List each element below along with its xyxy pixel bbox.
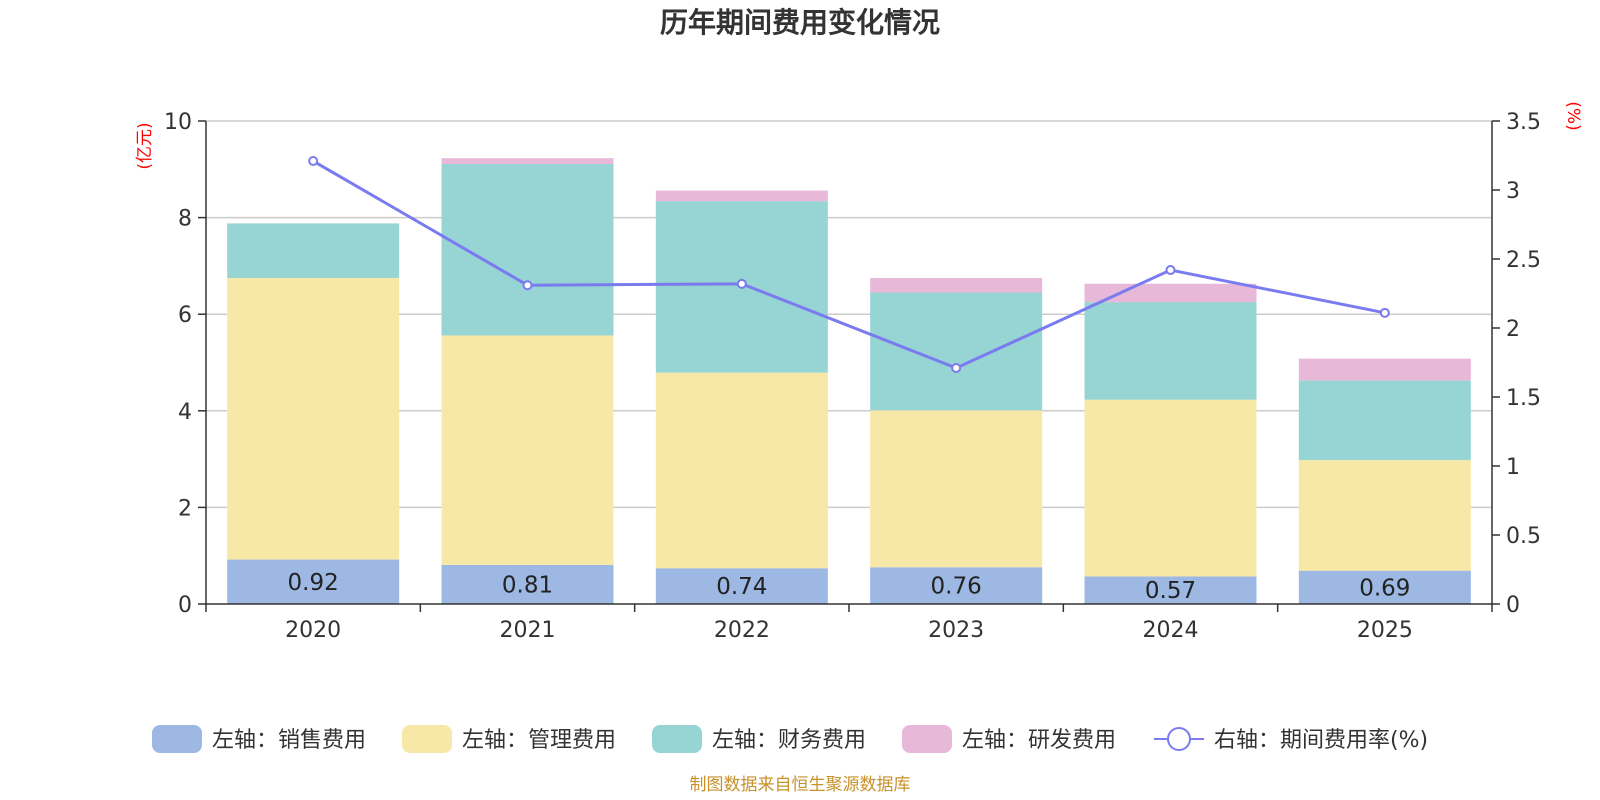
rate-line-point xyxy=(736,278,747,289)
rate-line-point xyxy=(951,363,962,374)
bar-segment xyxy=(227,559,400,604)
x-tick-label: 2022 xyxy=(714,618,770,643)
rate-line-point xyxy=(308,156,319,167)
bar-segment xyxy=(870,292,1043,411)
right-tick-label: 0.5 xyxy=(1506,524,1541,549)
bar-segment xyxy=(1298,460,1471,571)
legend-swatch xyxy=(652,725,702,753)
chart-title: 历年期间费用变化情况 xyxy=(660,6,940,39)
left-tick-label: 0 xyxy=(178,593,192,618)
bar-segment xyxy=(1298,570,1471,604)
right-tick-label: 3 xyxy=(1506,179,1520,204)
left-tick-label: 2 xyxy=(178,496,192,521)
bar-segment xyxy=(655,190,828,202)
rate-line-point xyxy=(1379,307,1390,318)
bar-segment xyxy=(227,277,400,560)
rate-line xyxy=(308,156,1390,374)
left-axis-unit: (亿元) xyxy=(135,122,155,169)
legend-label: 左轴：研发费用 xyxy=(962,728,1116,753)
x-tick-label: 2023 xyxy=(928,618,984,643)
legend-marker-icon xyxy=(1167,727,1191,751)
bar-segment xyxy=(1084,576,1257,604)
bar-segment xyxy=(870,277,1043,293)
bar-segment xyxy=(1084,399,1257,577)
rate-line-point xyxy=(522,280,533,291)
right-tick-label: 1 xyxy=(1506,455,1520,480)
legend-swatch xyxy=(902,725,952,753)
right-axis-unit: (%) xyxy=(1563,101,1583,130)
bar-data-label: 0.57 xyxy=(1145,578,1196,604)
bar-segment xyxy=(1084,283,1257,303)
bar-data-label: 0.81 xyxy=(502,572,553,598)
bar-segment xyxy=(655,372,828,569)
legend-swatch xyxy=(152,725,202,753)
grid-lines xyxy=(206,120,1492,509)
x-tick-label: 2021 xyxy=(500,618,556,643)
bar-data-label: 0.74 xyxy=(716,574,767,600)
x-tick-label: 2025 xyxy=(1357,618,1413,643)
left-tick-label: 4 xyxy=(178,400,192,425)
bar-segment xyxy=(1298,380,1471,461)
right-tick-label: 0 xyxy=(1506,593,1520,618)
bar-segment xyxy=(1298,358,1471,381)
legend-label: 左轴：销售费用 xyxy=(212,728,366,753)
bar-segment xyxy=(227,223,400,278)
left-tick-label: 6 xyxy=(178,303,192,328)
left-tick-label: 10 xyxy=(164,110,192,135)
bar-segment xyxy=(870,410,1043,568)
right-tick-label: 3.5 xyxy=(1506,110,1541,135)
bar-segment xyxy=(441,564,614,604)
rate-line-point xyxy=(1165,265,1176,276)
right-tick-label: 1.5 xyxy=(1506,386,1541,411)
bar-segment xyxy=(870,567,1043,604)
legend: 左轴：销售费用 左轴：管理费用 左轴：财务费用 左轴：研发费用 右轴：期间费用率(%) xyxy=(152,725,1428,753)
rate-line-path xyxy=(312,159,1386,370)
axes: 0 2 4 6 8 10 0 0.5 1 1.5 2 2.5 3 3.5 2020 2021 2022 2023 2… xyxy=(164,110,1541,643)
legend-label: 右轴：期间费用率(%) xyxy=(1214,728,1428,753)
bar-data-label: 0.92 xyxy=(288,570,339,596)
bar-segment xyxy=(655,568,828,604)
legend-swatch xyxy=(402,725,452,753)
source-note: 制图数据来自恒生聚源数据库 xyxy=(690,775,911,795)
bar-data-label: 0.76 xyxy=(931,574,982,600)
bars: 0.92 0.81 0.74 0.76 0.57 0.69 xyxy=(227,158,1471,604)
right-tick-label: 2.5 xyxy=(1506,248,1541,273)
bar-segment xyxy=(441,158,614,164)
legend-label: 左轴：管理费用 xyxy=(462,728,616,753)
bar-segment xyxy=(441,335,614,565)
left-tick-label: 8 xyxy=(178,207,192,232)
legend-label: 左轴：财务费用 xyxy=(712,728,866,753)
x-tick-label: 2024 xyxy=(1143,618,1199,643)
bar-data-label: 0.69 xyxy=(1359,575,1410,601)
bar-segment xyxy=(441,163,614,336)
bar-segment xyxy=(1084,302,1257,400)
right-tick-label: 2 xyxy=(1506,317,1520,342)
x-tick-label: 2020 xyxy=(285,618,341,643)
